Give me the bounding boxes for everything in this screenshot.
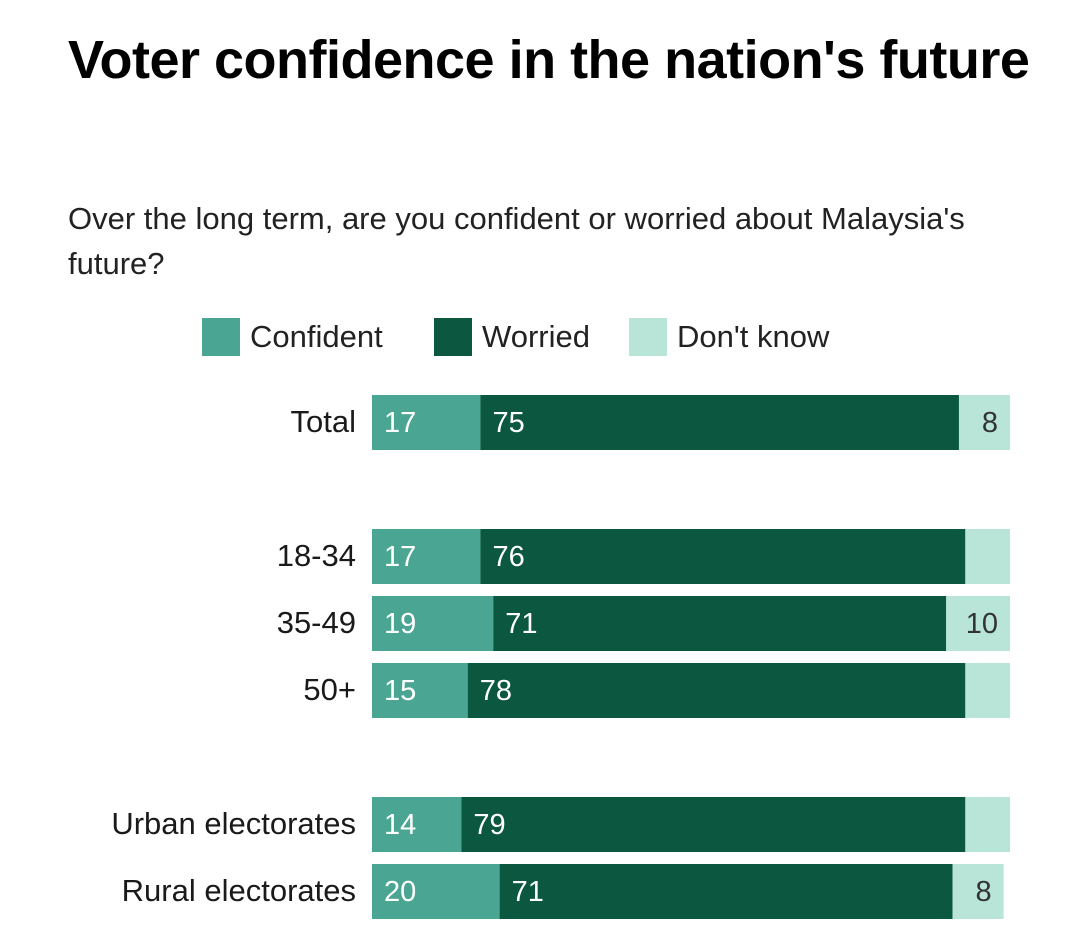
bar-segment-confident xyxy=(372,797,462,852)
data-label-worried: 71 xyxy=(512,876,544,908)
bar-segment-worried xyxy=(493,596,947,651)
legend-label-don-t-know: Don't know xyxy=(677,319,830,354)
legend-item-don-t-know: Don't know xyxy=(629,318,830,356)
data-label-don-t-know: 10 xyxy=(966,608,998,640)
bar-segment-worried xyxy=(461,797,966,852)
bar-segment-confident xyxy=(372,864,500,919)
bar-segment-don-t-know xyxy=(952,864,1004,919)
data-label-confident: 14 xyxy=(384,809,416,841)
bar-segment-don-t-know xyxy=(965,529,1010,584)
data-label-don-t-know: 8 xyxy=(975,876,991,908)
legend-swatch-worried xyxy=(434,318,472,356)
category-label: Total xyxy=(291,404,356,439)
bar-row-18-34: 18-34 17 76 xyxy=(277,529,1010,584)
data-label-don-t-know: 8 xyxy=(982,407,998,439)
category-label: 18-34 xyxy=(277,538,356,573)
bar-row-35-49: 35-49 19 71 10 xyxy=(277,596,1010,651)
data-label-confident: 15 xyxy=(384,675,416,707)
bar-segment-confident xyxy=(372,529,481,584)
bar-segment-don-t-know xyxy=(965,663,1010,718)
bar-segment-don-t-know xyxy=(958,395,1010,450)
bar-segment-worried xyxy=(480,395,959,450)
legend-label-worried: Worried xyxy=(482,319,590,354)
bar-segment-confident xyxy=(372,395,481,450)
bar-row-rural-electorates: Rural electorates 20 71 8 xyxy=(122,864,1004,919)
legend-label-confident: Confident xyxy=(250,319,383,354)
legend-item-worried: Worried xyxy=(434,318,590,356)
bar-segment-worried xyxy=(480,529,966,584)
bar-segment-confident xyxy=(372,596,494,651)
data-label-confident: 19 xyxy=(384,608,416,640)
bar-segment-don-t-know xyxy=(946,596,1010,651)
category-label: Rural electorates xyxy=(122,873,356,908)
data-label-worried: 71 xyxy=(505,608,537,640)
data-label-confident: 20 xyxy=(384,876,416,908)
chart-subtitle: Over the long term, are you confident or… xyxy=(68,201,965,281)
bar-row-50: 50+ 15 78 xyxy=(303,663,1010,718)
bar-row-total: Total 17 75 8 xyxy=(291,395,1010,450)
bar-segment-worried xyxy=(499,864,953,919)
category-label: Urban electorates xyxy=(111,806,356,841)
data-label-worried: 79 xyxy=(473,809,505,841)
chart-title: Voter confidence in the nation's future xyxy=(68,30,1030,90)
legend-swatch-don-t-know xyxy=(629,318,667,356)
data-label-worried: 76 xyxy=(492,541,524,573)
data-label-worried: 78 xyxy=(480,675,512,707)
legend-swatch-confident xyxy=(202,318,240,356)
bar-segment-don-t-know xyxy=(965,797,1010,852)
bar-row-urban-electorates: Urban electorates 14 79 xyxy=(111,797,1010,852)
data-label-confident: 17 xyxy=(384,541,416,573)
bar-segment-worried xyxy=(467,663,966,718)
data-label-confident: 17 xyxy=(384,407,416,439)
data-label-worried: 75 xyxy=(492,407,524,439)
category-label: 35-49 xyxy=(277,605,356,640)
legend-item-confident: Confident xyxy=(202,318,383,356)
category-label: 50+ xyxy=(303,672,356,707)
bar-segment-confident xyxy=(372,663,468,718)
